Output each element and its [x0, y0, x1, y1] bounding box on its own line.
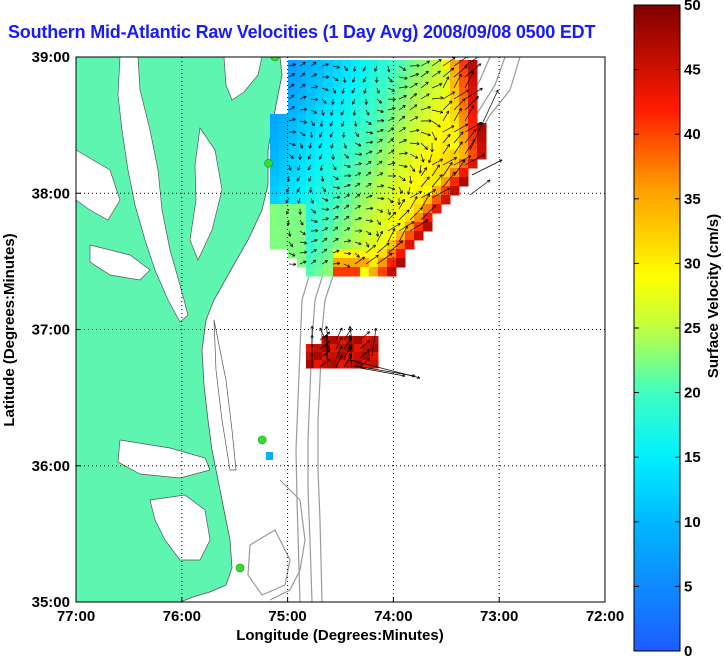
station-marker [270, 57, 280, 62]
water-body [117, 57, 189, 323]
x-tick-label: 75:00 [268, 608, 306, 625]
y-tick-label: 39:00 [32, 49, 70, 66]
colorbar-tick-label: 15 [684, 449, 701, 466]
x-axis-label: Longitude (Degrees:Minutes) [236, 627, 444, 644]
y-axis-label: Latitude (Degrees:Minutes) [1, 233, 18, 426]
y-axis-ticks: 39:00 38:00 37:00 36:00 35:00 [32, 49, 81, 611]
station-marker [257, 435, 267, 445]
y-tick-label: 36:00 [32, 458, 70, 475]
station-marker [235, 563, 245, 573]
y-tick-label: 38:00 [32, 185, 70, 202]
velocity-vectors [285, 57, 503, 380]
colorbar-tick-label: 45 [684, 62, 701, 79]
colorbar-gradient [633, 4, 681, 652]
land-mass [76, 57, 283, 602]
water-body [117, 439, 211, 479]
x-tick-label: 72:00 [586, 608, 624, 625]
x-tick-label: 76:00 [163, 608, 201, 625]
y-tick-label: 37:00 [32, 322, 70, 339]
water-body [89, 244, 151, 281]
station-marker [264, 158, 273, 168]
map-title: Southern Mid-Atlantic Raw Velocities (1 … [8, 22, 596, 42]
water-body [189, 127, 223, 261]
colorbar-tick-label: 35 [684, 191, 701, 208]
x-tick-label: 77:00 [57, 608, 95, 625]
x-axis-ticks: 77:00 76:00 75:00 74:00 73:00 72:00 [57, 597, 624, 625]
station-markers [235, 57, 280, 573]
x-tick-label: 73:00 [480, 608, 518, 625]
x-tick-label: 74:00 [374, 608, 412, 625]
colorbar-tick-label: 20 [684, 385, 701, 402]
colorbar-tick-label: 40 [684, 126, 701, 143]
water-body [213, 319, 237, 471]
colorbar-tick-label: 5 [684, 578, 692, 595]
velocity-cells [266, 60, 487, 460]
colorbar-label: Surface Velocity (cm/s) [705, 214, 722, 378]
colorbar-tick-label: 25 [684, 320, 701, 337]
grid-lines [76, 57, 605, 602]
colorbar-tick-label: 50 [684, 0, 701, 14]
y-tick-label: 35:00 [32, 594, 70, 611]
water-body [76, 149, 121, 221]
water-body [223, 57, 263, 101]
colorbar-tick-label: 10 [684, 514, 701, 531]
colorbar-tick-label: 0 [684, 643, 692, 659]
water-body [149, 494, 211, 561]
colorbar-tick-label: 30 [684, 255, 701, 272]
